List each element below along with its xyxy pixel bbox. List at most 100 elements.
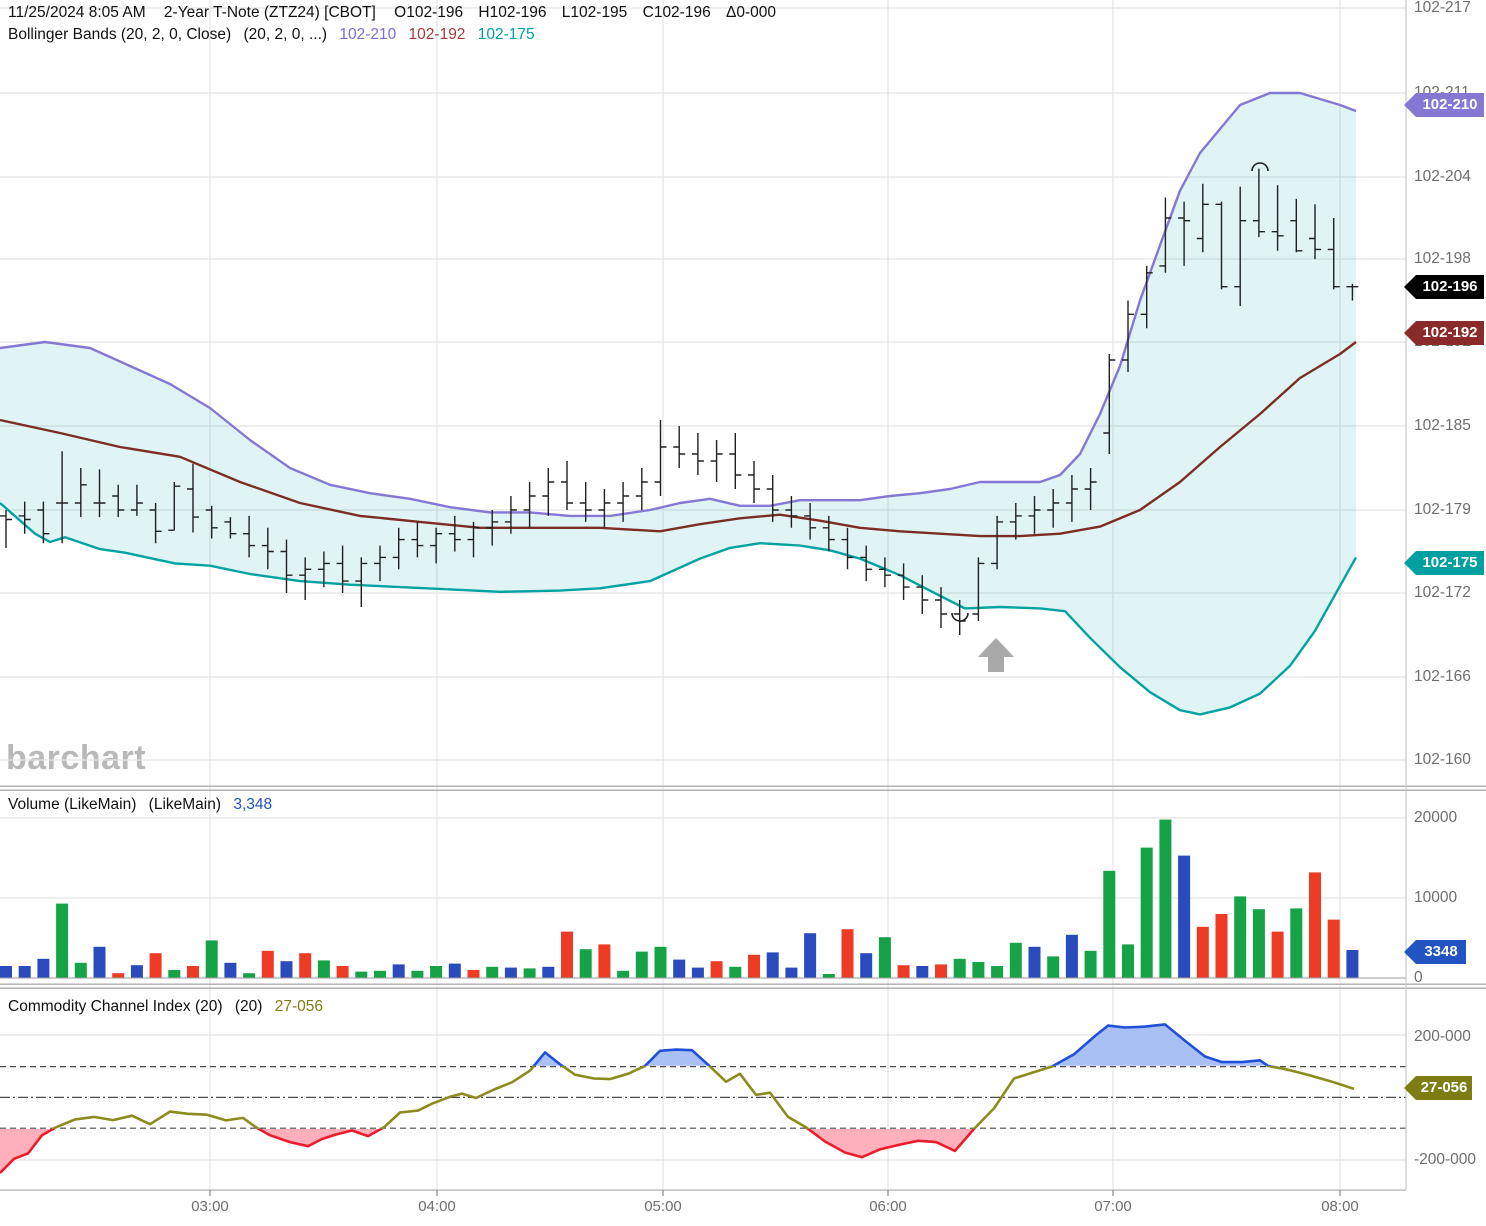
bollinger-study-label: Bollinger Bands (20, 2, 0, Close) <box>8 26 232 43</box>
cap-marker-icon <box>1251 162 1269 172</box>
volume-bar <box>561 931 573 978</box>
cci-overbought-fill <box>533 1024 1269 1066</box>
time-tick-label: 05:00 <box>644 1198 682 1215</box>
volume-bar <box>878 937 891 978</box>
volume-bar <box>504 967 517 978</box>
volume-bar <box>1327 919 1340 978</box>
axis-tick-label: 102-198 <box>1414 250 1471 267</box>
volume-bar <box>1103 870 1116 978</box>
volume-bar <box>187 966 199 978</box>
cci-value: 27-056 <box>274 998 323 1015</box>
volume-bar <box>635 951 648 978</box>
volume-bar <box>1028 946 1041 978</box>
volume-bar <box>18 966 31 978</box>
volume-header: Volume (LikeMain) (LikeMain) 3,348 <box>8 796 272 814</box>
header-change: Δ0-000 <box>726 4 777 21</box>
volume-bar <box>355 971 368 978</box>
volume-bar <box>261 950 274 978</box>
volume-bar <box>1252 909 1265 978</box>
cup-marker-icon <box>951 612 969 622</box>
axis-tick-label: 102-160 <box>1414 751 1471 768</box>
bollinger-middle-value: 102-192 <box>408 26 466 43</box>
bollinger-bands <box>0 91 1358 716</box>
axis-tick-label: 102-166 <box>1414 668 1471 685</box>
cci-title-params: (20) <box>234 998 263 1015</box>
volume-bar <box>374 970 386 978</box>
time-tick-label: 06:00 <box>869 1198 907 1215</box>
volume-bar <box>1065 934 1078 978</box>
price-badge: 3348 <box>1404 940 1466 964</box>
header-low: L102-195 <box>561 4 628 21</box>
volume-bar <box>1215 914 1228 978</box>
volume-bar <box>1047 956 1060 978</box>
volume-bar <box>523 968 536 978</box>
bollinger-study-params: (20, 2, 0, ...) <box>243 26 328 43</box>
axis-tick-label: 0 <box>1414 969 1423 986</box>
time-tick-label: 03:00 <box>191 1198 229 1215</box>
cci-line <box>50 1065 1355 1129</box>
ohlc-header: 11/25/2024 8:05 AM 2-Year T-Note (ZTZ24)… <box>8 4 776 22</box>
bollinger-lower-line <box>0 502 1358 716</box>
volume-bar <box>691 967 704 978</box>
volume-bar <box>579 949 592 978</box>
volume-bar <box>448 963 461 978</box>
bollinger-lower-value: 102-175 <box>477 26 535 43</box>
cci-line <box>532 1023 1276 1066</box>
volume-bar <box>168 970 181 978</box>
volume-bar <box>243 973 256 978</box>
volume-bar <box>972 962 985 978</box>
volume-bar <box>1196 926 1209 978</box>
volume-bar <box>224 962 237 978</box>
volume-bar <box>37 958 50 978</box>
time-tick-label: 04:00 <box>418 1198 456 1215</box>
cci-header: Commodity Channel Index (20) (20) 27-056 <box>8 998 323 1016</box>
volume-bar <box>748 954 760 978</box>
volume-bar <box>0 966 12 978</box>
ohlc-path <box>0 168 1359 635</box>
volume-bar <box>916 966 929 978</box>
volume-bar <box>112 973 125 978</box>
volume-bar <box>673 959 686 978</box>
volume-bar <box>860 953 873 978</box>
panel-borders <box>0 0 1486 1196</box>
header-datetime: 11/25/2024 8:05 AM <box>8 4 146 21</box>
price-bars <box>0 168 1359 635</box>
volume-value: 3,348 <box>233 796 273 813</box>
volume-bar <box>486 966 499 978</box>
volume-bar <box>991 966 1004 978</box>
volume-bar <box>729 966 742 978</box>
volume-bar <box>1309 872 1321 978</box>
volume-title-params: (LikeMain) <box>148 796 222 813</box>
up-arrow-icon <box>978 638 1014 672</box>
volume-bar <box>1140 847 1153 978</box>
volume-bar <box>953 958 966 978</box>
volume-bar <box>1084 950 1097 978</box>
header-high: H102-196 <box>478 4 547 21</box>
volume-bar <box>1234 896 1247 978</box>
header-close: C102-196 <box>642 4 711 21</box>
volume-bar <box>804 933 817 978</box>
volume-bar <box>710 961 723 978</box>
axis-tick-label: 20000 <box>1414 809 1458 826</box>
volume-bar <box>93 946 106 978</box>
axis-tick-label: 102-179 <box>1414 501 1471 518</box>
cci-study <box>0 1023 1406 1174</box>
axis-tick-label: 102-185 <box>1414 417 1471 434</box>
volume-bar <box>1009 942 1022 978</box>
volume-bar <box>654 946 667 978</box>
axis-tick-label: 200-000 <box>1414 1028 1471 1045</box>
volume-bar <box>841 929 854 978</box>
bollinger-band-fill <box>0 93 1356 715</box>
volume-bar <box>598 944 611 978</box>
volume-bar <box>130 965 143 978</box>
time-tick-label: 08:00 <box>1321 1198 1359 1215</box>
time-tick-label: 07:00 <box>1094 1198 1132 1215</box>
volume-bar <box>56 903 69 978</box>
volume-bar <box>542 966 555 978</box>
volume-bar <box>822 974 835 978</box>
bollinger-header: Bollinger Bands (20, 2, 0, Close) (20, 2… <box>8 26 535 44</box>
volume-bar <box>785 967 798 978</box>
volume-bar <box>74 962 87 978</box>
